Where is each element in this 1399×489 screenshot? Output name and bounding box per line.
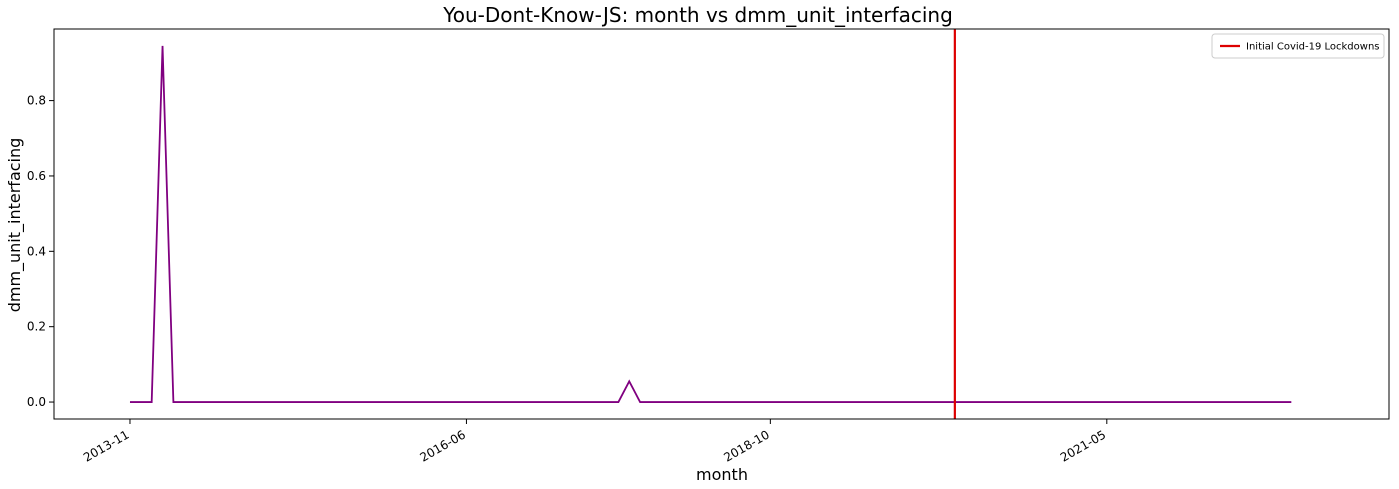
plot-frame bbox=[53, 28, 1390, 420]
y-tick-label: 0.8 bbox=[27, 94, 46, 108]
y-tick-label: 0.2 bbox=[27, 320, 46, 334]
x-axis-label: month bbox=[696, 465, 748, 484]
y-axis-label: dmm_unit_interfacing bbox=[5, 138, 25, 313]
legend-entry: Initial Covid-19 Lockdowns bbox=[1246, 42, 1380, 53]
legend-box bbox=[1211, 33, 1385, 59]
y-tick-label: 0.6 bbox=[27, 169, 46, 183]
chart-title: You-Dont-Know-JS: month vs dmm_unit_inte… bbox=[442, 3, 953, 27]
y-tick-label: 0.0 bbox=[27, 395, 46, 409]
series-line-0 bbox=[129, 45, 1292, 403]
y-tick-label: 0.4 bbox=[27, 244, 46, 258]
